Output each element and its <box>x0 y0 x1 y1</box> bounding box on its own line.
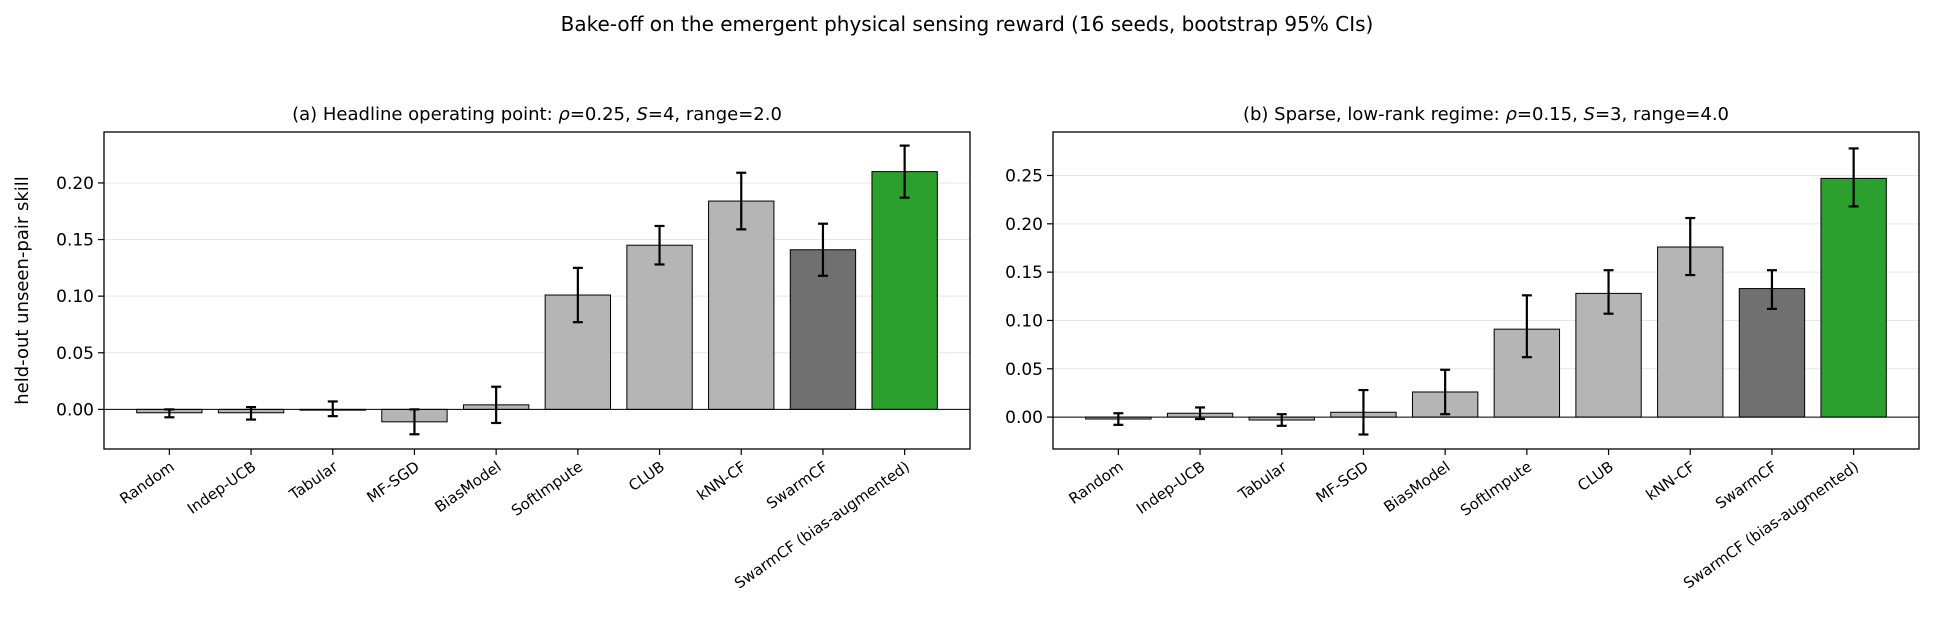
x-tick-label: Tabular <box>1234 457 1290 504</box>
panel-b: 0.00 0.05 0.10 0.15 0.20 0.25 Random Indep-UCB T… <box>1005 104 1920 592</box>
error-bar <box>1685 216 1696 277</box>
panel-title-part: =3, range=4.0 <box>1595 104 1729 125</box>
panel-title: (b) Sparse, low-rank regime: ρ=0.15, S=3… <box>1243 104 1729 125</box>
error-bar <box>409 408 420 436</box>
x-tick-label: Tabular <box>285 457 341 504</box>
y-tick-label: 0.15 <box>56 231 94 251</box>
x-tick-label: CLUB <box>625 458 668 495</box>
x-tick-label: kNN-CF <box>694 458 750 505</box>
x-tick-label: Random <box>1065 458 1126 508</box>
x-tick-label: MF-SGD <box>1313 458 1372 507</box>
x-tick-label: Random <box>116 458 177 508</box>
error-bar <box>491 385 502 425</box>
x-tick-label: SoftImpute <box>1457 458 1535 520</box>
bar <box>626 244 693 410</box>
panel-title: (a) Headline operating point: ρ=0.25, S=… <box>292 104 782 125</box>
x-tick-label: Indep-UCB <box>1133 458 1208 518</box>
y-tick-label: 0.20 <box>1005 215 1043 235</box>
panel-title-part: ρ <box>1505 104 1517 125</box>
y-tick-label: 0.10 <box>56 287 94 307</box>
y-tick-label: 0.05 <box>1005 360 1043 380</box>
y-axis-label: held-out unseen-pair skill <box>12 176 33 405</box>
axes-frame <box>1052 131 1920 450</box>
x-tick-label: BiasModel <box>431 458 504 517</box>
x-tick-label: Indep-UCB <box>184 458 259 518</box>
panel-title-part: =0.15, <box>1517 104 1584 125</box>
error-bar <box>1521 294 1532 359</box>
bar <box>871 171 938 410</box>
x-tick-label: SwarmCF <box>763 458 831 513</box>
error-bar <box>327 400 338 418</box>
x-tick-label: SwarmCF <box>1712 458 1780 513</box>
y-tick-label: 0.10 <box>1005 311 1043 331</box>
error-bar <box>736 171 747 231</box>
bar <box>1738 288 1806 418</box>
error-bar <box>1358 388 1369 436</box>
panel-title-part: S <box>636 104 647 125</box>
y-tick-label: 0.00 <box>1005 408 1043 428</box>
axes-frame <box>103 131 971 450</box>
x-tick-label: CLUB <box>1574 458 1617 495</box>
error-bar <box>1276 413 1287 427</box>
x-tick-label: MF-SGD <box>364 458 423 507</box>
y-tick-label: 0.15 <box>1005 263 1043 283</box>
y-tick-label: 0.20 <box>56 174 94 194</box>
x-tick-label: BiasModel <box>1380 458 1453 517</box>
error-bar <box>164 408 175 419</box>
panel-title-part: ρ <box>558 104 570 125</box>
error-bar <box>246 406 257 421</box>
panel-title-part: S <box>1584 104 1595 125</box>
error-bar <box>817 222 828 277</box>
y-tick-label: 0.05 <box>56 344 94 364</box>
bar <box>708 200 775 410</box>
panel-title-part: (a) Headline operating point: <box>292 104 558 125</box>
y-tick-label: 0.25 <box>1005 166 1043 186</box>
error-bar <box>1603 269 1614 315</box>
error-bar <box>1766 269 1777 310</box>
error-bar <box>1440 368 1451 416</box>
panel-title-part: =4, range=2.0 <box>648 104 782 125</box>
error-bar <box>1848 147 1859 208</box>
bar <box>1820 177 1887 418</box>
error-bar <box>654 224 665 266</box>
error-bar <box>572 266 583 324</box>
panel-title-part: (b) Sparse, low-rank regime: <box>1243 104 1506 125</box>
error-bar <box>1113 412 1124 426</box>
figure-title: Bake-off on the emergent physical sensin… <box>561 12 1374 36</box>
error-bar <box>899 144 910 199</box>
x-tick-label: SoftImpute <box>508 458 586 520</box>
error-bar <box>1195 406 1206 421</box>
x-tick-label: kNN-CF <box>1643 458 1699 505</box>
panel-title-part: =0.25, <box>570 104 637 125</box>
panel-a: 0.00 0.05 0.10 0.15 0.20 Random Indep-UCB Tabul… <box>12 104 971 592</box>
y-tick-label: 0.00 <box>56 400 94 420</box>
